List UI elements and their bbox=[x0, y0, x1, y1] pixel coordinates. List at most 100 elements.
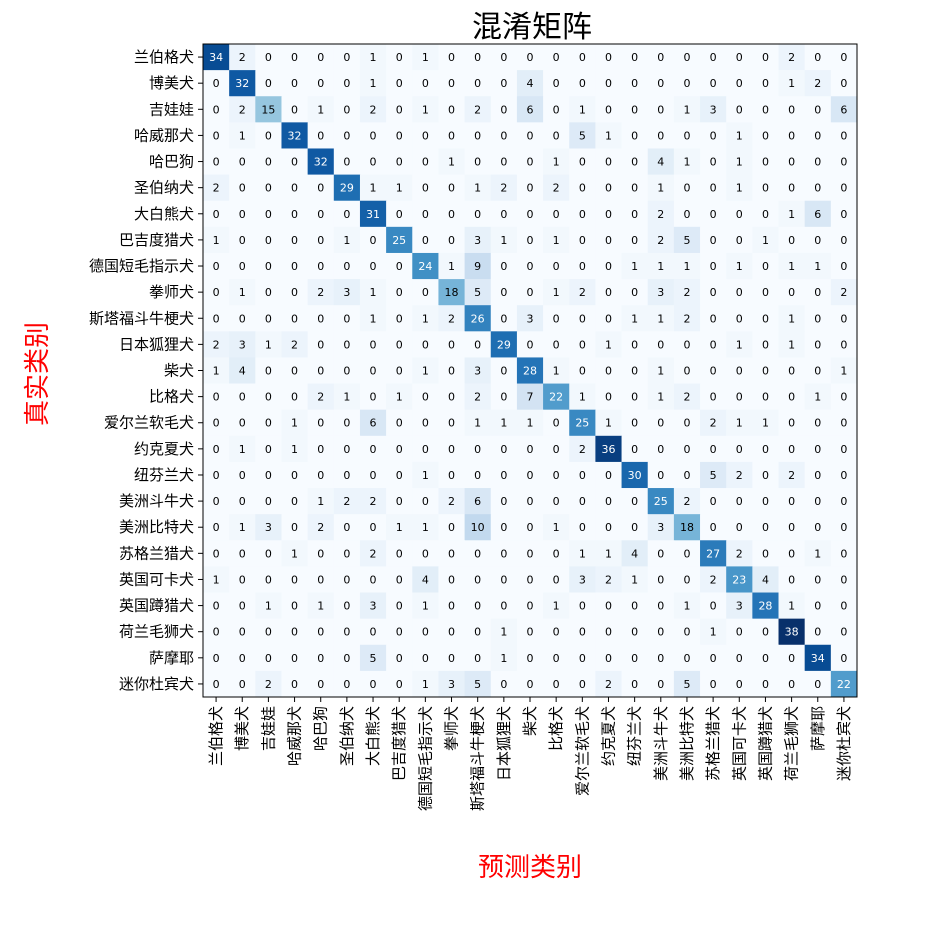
cell-value-label: 0 bbox=[422, 338, 429, 351]
cell-value-label: 0 bbox=[736, 312, 743, 325]
heatmap-cell bbox=[752, 383, 779, 411]
heatmap-cell bbox=[333, 592, 361, 620]
cell-value-label: 0 bbox=[291, 495, 298, 508]
heatmap-cell bbox=[359, 148, 387, 175]
heatmap-cell bbox=[752, 96, 779, 123]
cell-value-label: 0 bbox=[631, 495, 638, 508]
cell-value-label: 0 bbox=[657, 338, 664, 351]
cell-value-label: 0 bbox=[291, 103, 298, 116]
cell-value-label: 0 bbox=[657, 469, 664, 482]
heatmap-cell bbox=[700, 618, 727, 646]
cell-value-label: 0 bbox=[265, 312, 272, 325]
heatmap-cell bbox=[595, 540, 622, 567]
heatmap-cell bbox=[307, 514, 335, 541]
cell-value-label: 0 bbox=[448, 103, 455, 116]
cell-value-label: 5 bbox=[474, 678, 481, 691]
cell-value-label: 1 bbox=[527, 417, 534, 430]
cell-value-label: 0 bbox=[527, 156, 534, 169]
cell-value-label: 1 bbox=[736, 338, 743, 351]
cell-value-label: 0 bbox=[527, 129, 534, 142]
heatmap-cell bbox=[412, 566, 439, 593]
cell-value-label: 0 bbox=[396, 51, 403, 64]
heatmap-cell bbox=[752, 357, 779, 384]
cell-value-label: 0 bbox=[840, 573, 847, 586]
cell-value-label: 1 bbox=[370, 77, 377, 90]
heatmap-cell bbox=[307, 461, 335, 489]
cell-value-label: 0 bbox=[343, 129, 350, 142]
cell-value-label: 0 bbox=[605, 286, 612, 299]
heatmap-cell bbox=[255, 461, 282, 489]
cell-value-label: 1 bbox=[788, 260, 795, 273]
heatmap-cell bbox=[778, 618, 806, 646]
heatmap-cell bbox=[778, 435, 806, 463]
heatmap-cell bbox=[726, 592, 753, 620]
cell-value-label: 0 bbox=[840, 547, 847, 560]
cell-value-label: 1 bbox=[553, 365, 560, 378]
heatmap-cell bbox=[203, 122, 230, 149]
heatmap-cell bbox=[255, 540, 282, 567]
cell-value-label: 0 bbox=[500, 443, 507, 456]
heatmap-cell bbox=[203, 174, 230, 202]
heatmap-cell bbox=[307, 331, 335, 358]
heatmap-cell bbox=[752, 122, 779, 149]
cell-value-label: 0 bbox=[553, 312, 560, 325]
cell-value-label: 3 bbox=[265, 521, 272, 534]
cell-value-label: 6 bbox=[474, 495, 481, 508]
cell-value-label: 0 bbox=[527, 652, 534, 665]
heatmap-cell bbox=[569, 670, 596, 698]
cell-value-label: 1 bbox=[814, 547, 821, 560]
heatmap-cell bbox=[700, 96, 727, 123]
cell-value-label: 2 bbox=[213, 182, 220, 195]
cell-value-label: 0 bbox=[527, 260, 534, 273]
heatmap-cell bbox=[830, 435, 858, 463]
heatmap-cell bbox=[804, 252, 832, 280]
heatmap-cell bbox=[752, 435, 779, 463]
cell-value-label: 0 bbox=[265, 260, 272, 273]
heatmap-cell bbox=[673, 514, 701, 541]
heatmap-cell bbox=[281, 357, 309, 384]
heatmap-cell bbox=[752, 226, 779, 254]
cell-value-label: 0 bbox=[448, 208, 455, 221]
heatmap-cell bbox=[595, 670, 622, 698]
cell-value-label: 0 bbox=[631, 208, 638, 221]
heatmap-cell bbox=[464, 357, 492, 384]
heatmap-cell bbox=[569, 435, 596, 463]
cell-value-label: 0 bbox=[840, 51, 847, 64]
cell-value-label: 0 bbox=[631, 391, 638, 404]
heatmap-cell bbox=[255, 252, 282, 280]
cell-value-label: 2 bbox=[579, 286, 586, 299]
cell-value-label: 0 bbox=[788, 678, 795, 691]
heatmap-cell bbox=[516, 592, 544, 620]
heatmap-cell bbox=[752, 148, 779, 175]
cell-value-label: 0 bbox=[657, 678, 664, 691]
y-tick-label: 斯塔福斗牛梗犬 bbox=[89, 309, 194, 327]
cell-value-label: 0 bbox=[762, 208, 769, 221]
cell-value-label: 0 bbox=[840, 208, 847, 221]
heatmap-cell bbox=[255, 331, 282, 358]
cell-value-label: 0 bbox=[605, 469, 612, 482]
cell-value-label: 18 bbox=[445, 286, 459, 299]
cell-value-label: 0 bbox=[317, 652, 324, 665]
cell-value-label: 0 bbox=[265, 182, 272, 195]
y-tick-label: 拳师犬 bbox=[149, 283, 194, 301]
cell-value-label: 0 bbox=[579, 338, 586, 351]
cell-value-label: 0 bbox=[448, 77, 455, 90]
cell-value-label: 0 bbox=[422, 208, 429, 221]
heatmap-cell bbox=[229, 200, 256, 228]
heatmap-cell bbox=[464, 592, 492, 620]
cell-value-label: 0 bbox=[605, 51, 612, 64]
cell-value-label: 3 bbox=[657, 286, 664, 299]
x-tick-label: 巴吉度猎犬 bbox=[390, 706, 408, 781]
heatmap-cell bbox=[438, 618, 465, 646]
heatmap-cell bbox=[464, 174, 492, 202]
cell-value-label: 1 bbox=[500, 626, 507, 639]
cell-value-label: 0 bbox=[788, 286, 795, 299]
cell-value-label: 0 bbox=[553, 77, 560, 90]
cell-value-label: 0 bbox=[474, 600, 481, 613]
cell-value-label: 0 bbox=[788, 365, 795, 378]
heatmap-cell bbox=[386, 461, 413, 489]
cell-value-label: 0 bbox=[527, 495, 534, 508]
heatmap-cell bbox=[255, 357, 282, 384]
heatmap-cell bbox=[543, 488, 570, 515]
heatmap-cell bbox=[229, 279, 256, 306]
